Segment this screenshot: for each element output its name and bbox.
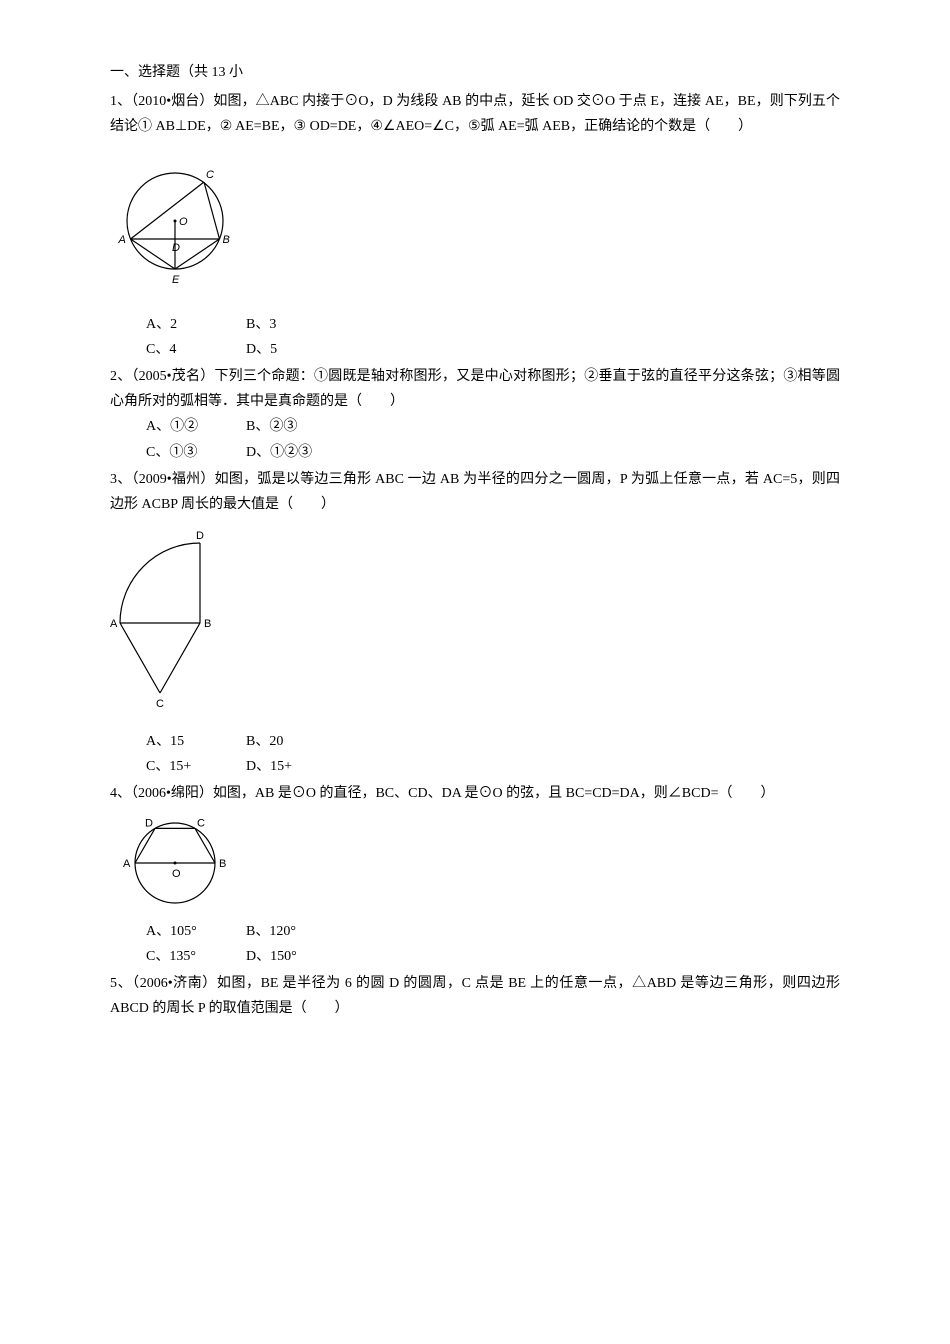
option-q3-d: D、15+: [246, 754, 346, 779]
question-4: 4、（2006•绵阳）如图，AB 是⊙O 的直径，BC、CD、DA 是⊙O 的弦…: [110, 781, 840, 969]
svg-text:O: O: [179, 216, 188, 228]
svg-text:B: B: [219, 858, 226, 870]
svg-text:C: C: [197, 817, 205, 829]
question-2-options-2: C、①③ D、①②③: [146, 440, 840, 465]
option-q4-c: C、135°: [146, 944, 246, 969]
section-title: 一、选择题（共 13 小: [110, 60, 840, 85]
question-4-options: A、105° B、120°: [146, 919, 840, 944]
svg-text:D: D: [145, 817, 153, 829]
option-q2-d: D、①②③: [246, 440, 346, 465]
question-1: 1、（2010•烟台）如图，△ABC 内接于⊙O，D 为线段 AB 的中点，延长…: [110, 89, 840, 362]
question-2: 2、（2005•茂名）下列三个命题：①圆既是轴对称图形，又是中心对称图形；②垂直…: [110, 364, 840, 465]
svg-text:C: C: [156, 698, 164, 710]
question-1-text: 1、（2010•烟台）如图，△ABC 内接于⊙O，D 为线段 AB 的中点，延长…: [110, 89, 840, 139]
question-2-options: A、①② B、②③: [146, 414, 840, 439]
option-q1-b: B、3: [246, 312, 346, 337]
question-3: 3、（2009•福州）如图，弧是以等边三角形 ABC 一边 AB 为半径的四分之…: [110, 467, 840, 780]
svg-text:A: A: [110, 618, 118, 630]
svg-text:A: A: [123, 858, 131, 870]
option-q1-c: C、4: [146, 337, 246, 362]
option-q3-a: A、15: [146, 729, 246, 754]
svg-text:C: C: [206, 169, 214, 181]
question-5-text: 5、（2006•济南）如图，BE 是半径为 6 的圆 D 的圆周，C 点是 BE…: [110, 971, 840, 1021]
option-q2-b: B、②③: [246, 414, 346, 439]
diagram-4: A B C D O: [110, 813, 840, 913]
option-q4-b: B、120°: [246, 919, 346, 944]
svg-text:B: B: [204, 618, 211, 630]
question-4-text: 4、（2006•绵阳）如图，AB 是⊙O 的直径，BC、CD、DA 是⊙O 的弦…: [110, 781, 840, 806]
question-3-options: A、15 B、20: [146, 729, 840, 754]
diagram-3: A B C D: [110, 523, 840, 723]
question-1-options: A、2 B、3: [146, 312, 840, 337]
question-4-options-2: C、135° D、150°: [146, 944, 840, 969]
option-q3-b: B、20: [246, 729, 346, 754]
question-3-text: 3、（2009•福州）如图，弧是以等边三角形 ABC 一边 AB 为半径的四分之…: [110, 467, 840, 517]
svg-text:D: D: [172, 242, 180, 254]
svg-text:B: B: [223, 234, 230, 246]
question-1-options-2: C、4 D、5: [146, 337, 840, 362]
diagram-1: O A B C D E: [110, 146, 840, 306]
option-q3-c: C、15+: [146, 754, 246, 779]
svg-text:D: D: [196, 530, 204, 542]
question-3-options-2: C、15+ D、15+: [146, 754, 840, 779]
option-q1-a: A、2: [146, 312, 246, 337]
svg-text:O: O: [172, 868, 181, 880]
option-q1-d: D、5: [246, 337, 346, 362]
option-q2-c: C、①③: [146, 440, 246, 465]
option-q2-a: A、①②: [146, 414, 246, 439]
question-5: 5、（2006•济南）如图，BE 是半径为 6 的圆 D 的圆周，C 点是 BE…: [110, 971, 840, 1021]
svg-text:E: E: [172, 274, 180, 286]
svg-text:A: A: [118, 234, 126, 246]
option-q4-d: D、150°: [246, 944, 346, 969]
option-q4-a: A、105°: [146, 919, 246, 944]
question-2-text: 2、（2005•茂名）下列三个命题：①圆既是轴对称图形，又是中心对称图形；②垂直…: [110, 364, 840, 414]
